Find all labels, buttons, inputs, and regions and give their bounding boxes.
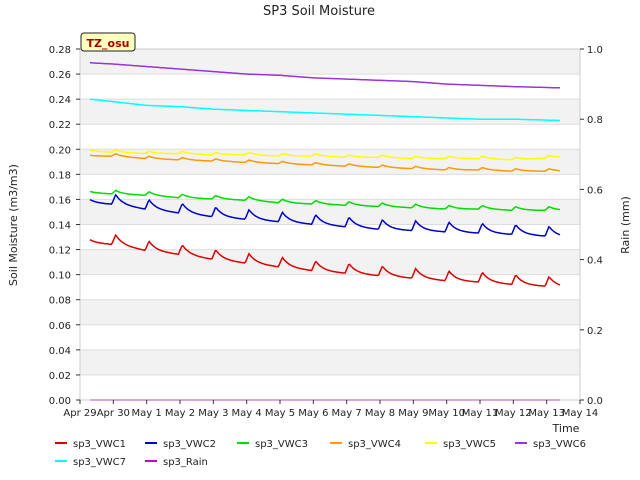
y-tick-label: 0.26: [49, 70, 71, 81]
series-line-sp3-vwc1: [89, 233, 561, 287]
series-line-sp3-vwc4: [89, 153, 561, 172]
legend-label: sp3_Rain: [163, 457, 208, 468]
series-line-sp3-vwc3: [89, 189, 561, 212]
x-tick-label: Apr 30: [97, 408, 130, 419]
y-tick-label: 0.12: [49, 246, 71, 257]
plot-band: [80, 99, 580, 125]
x-tick-label: May 8: [365, 408, 395, 419]
x-tick-label: May 13: [528, 408, 565, 419]
y2-tick-label: 0.4: [587, 256, 603, 267]
plot-band: [80, 349, 580, 375]
x-tick-label: May 9: [398, 408, 428, 419]
y-tick-label: 0.04: [49, 346, 71, 357]
x-tick-label: May 5: [265, 408, 295, 419]
series-line-sp3-vwc7: [89, 98, 561, 122]
y-tick-label: 0.14: [49, 221, 71, 232]
legend-label: sp3_VWC6: [533, 439, 586, 450]
y2-tick-label: 0.6: [587, 185, 603, 196]
y-tick-label: 0.10: [49, 271, 71, 282]
x-tick-label: Apr 29: [63, 408, 96, 419]
y-tick-label: 0.08: [49, 296, 71, 307]
y-axis-left: 0.00 0.02 0.04 0.06 0.08 0.10 0.12 0.14 0.16 0.18…: [49, 45, 80, 407]
plot-band: [80, 299, 580, 325]
y-tick-label: 0.18: [49, 170, 71, 181]
plot-band: [80, 49, 580, 75]
plot-band: [80, 199, 580, 225]
y-tick-label: 0.22: [49, 120, 71, 131]
y-tick-label: 0.20: [49, 145, 71, 156]
plot-band: [80, 324, 580, 350]
x-tick-label: May 3: [198, 408, 228, 419]
x-tick-label: May 2: [165, 408, 195, 419]
x-tick-label: May 11: [462, 408, 499, 419]
legend-label: sp3_VWC4: [348, 439, 401, 450]
chart-title: SP3 Soil Moisture: [263, 4, 375, 19]
series-line-sp3-vwc6: [90, 62, 561, 89]
x-tick-label: May 12: [495, 408, 532, 419]
y2-tick-label: 0.2: [587, 326, 603, 337]
plot-band: [80, 374, 580, 400]
series-line-sp3-vwc5: [89, 149, 561, 161]
y-tick-label: 0.16: [49, 195, 71, 206]
y-tick-label: 0.28: [49, 45, 71, 56]
x-axis-label: Time: [552, 422, 580, 435]
y2-axis-label: Rain (mm): [619, 196, 632, 254]
plot-band: [80, 174, 580, 200]
site-badge: TZ_osu: [80, 32, 136, 52]
legend-label: sp3_VWC1: [73, 439, 126, 450]
y-tick-label: 0.00: [49, 396, 71, 407]
x-tick-label: May 6: [298, 408, 328, 419]
site-badge-box: [80, 32, 136, 52]
y-tick-label: 0.06: [49, 321, 71, 332]
y-axis-right: 0.0 0.2 0.4 0.6 0.8 1.0: [580, 45, 603, 407]
legend-label: sp3_VWC2: [163, 439, 216, 450]
y2-tick-label: 0.8: [587, 115, 603, 126]
x-tick-label: May 7: [332, 408, 362, 419]
legend-label: sp3_VWC5: [443, 439, 496, 450]
series-line-sp3-vwc2: [89, 193, 561, 237]
legend-label: sp3_VWC3: [255, 439, 308, 450]
y-axis-label: Soil Moisture (m3/m3): [7, 164, 20, 286]
y2-tick-label: 0.0: [587, 396, 603, 407]
y-tick-label: 0.02: [49, 371, 71, 382]
y-tick-label: 0.24: [49, 95, 71, 106]
site-badge-label: TZ_osu: [87, 37, 130, 50]
x-tick-label: May 4: [232, 408, 262, 419]
x-tick-label: May 1: [132, 408, 162, 419]
plot-band: [80, 224, 580, 250]
x-tick-label: May 14: [562, 408, 599, 419]
plot-area: [80, 49, 580, 400]
x-axis: Apr 29 Apr 30 May 1 May 2 May 3 May 4 May 5 May…: [63, 400, 598, 419]
legend: sp3_VWC1 sp3_VWC2 sp3_VWC3 sp3_VWC4 sp3_VWC5…: [55, 439, 586, 468]
x-tick-label: May 10: [428, 408, 465, 419]
legend-label: sp3_VWC7: [73, 457, 126, 468]
plot-band: [80, 124, 580, 150]
plot-band: [80, 274, 580, 300]
y2-tick-label: 1.0: [587, 45, 603, 56]
